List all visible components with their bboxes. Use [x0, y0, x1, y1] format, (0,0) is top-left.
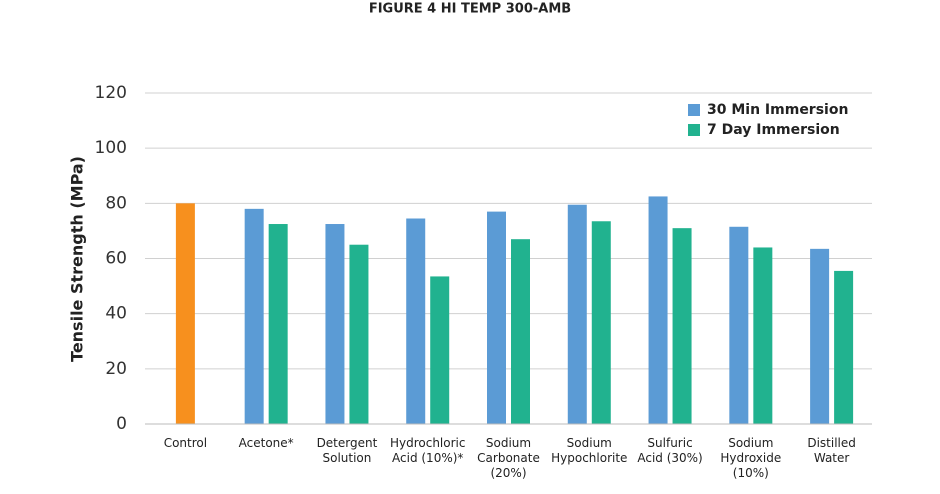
x-tick-label-line: Acetone*	[239, 436, 294, 450]
x-tick-label-line: Sodium	[486, 436, 531, 450]
x-tick-label: Distilled Water	[807, 436, 856, 465]
x-tick-label-line: Carbonate	[477, 451, 540, 465]
x-tick-label-line: Sodium	[728, 436, 773, 450]
y-tick-label: 0	[116, 414, 127, 434]
y-tick-label: 20	[105, 359, 127, 379]
x-tick-label-line: Sodium	[567, 436, 612, 450]
legend-swatch	[688, 124, 700, 136]
bar	[672, 228, 692, 424]
bar	[834, 270, 854, 424]
y-tick-label: 120	[95, 83, 127, 103]
x-tick-label: Acetone*	[239, 436, 294, 450]
x-tick-label-line: Distilled	[807, 436, 856, 450]
x-tick-label-line: Solution	[322, 451, 371, 465]
bar	[325, 224, 345, 424]
x-tick-label-line: Acid (10%)*	[392, 451, 463, 465]
bar	[511, 239, 530, 424]
bar	[753, 247, 773, 424]
bar	[244, 208, 264, 424]
x-tick-label: Sodium Carbonate (20%)	[477, 436, 540, 480]
x-tick-label: Sodium Hypochlorite	[551, 436, 627, 465]
bar	[729, 226, 749, 424]
bar	[175, 203, 195, 424]
y-tick-label: 80	[105, 193, 127, 213]
x-tick-label: Control	[164, 436, 207, 450]
x-tick-label-line: Hydroxide	[720, 451, 781, 465]
legend-label: 30 Min Immersion	[707, 102, 848, 118]
y-axis-label: Tensile Strength (MPa)	[68, 156, 87, 362]
bar	[268, 224, 288, 424]
bar	[349, 244, 369, 424]
bar	[430, 276, 450, 424]
x-tick-label-line: Hydrochloric	[390, 436, 466, 450]
y-tick-label: 60	[105, 249, 127, 269]
x-tick-label: Sodium Hydroxide (10%)	[720, 436, 781, 480]
x-tick-label-line: Hypochlorite	[551, 451, 627, 465]
bar	[648, 196, 668, 424]
bar	[567, 204, 587, 424]
x-tick-label: Detergent Solution	[317, 436, 378, 465]
x-tick-label-line: (10%)	[733, 466, 769, 480]
bar	[591, 221, 611, 424]
bar	[406, 218, 426, 424]
legend-swatch	[688, 104, 700, 116]
x-tick-label: Sulfuric Acid (30%)	[637, 436, 702, 465]
x-tick-label-line: Control	[164, 436, 207, 450]
x-tick-label-line: Water	[814, 451, 850, 465]
x-tick-label-line: Detergent	[317, 436, 378, 450]
y-tick-label: 40	[105, 304, 127, 324]
x-tick-label-line: Acid (30%)	[637, 451, 702, 465]
x-tick-label-line: Sulfuric	[647, 436, 692, 450]
bar	[810, 248, 830, 424]
y-tick-label: 100	[95, 138, 127, 158]
chart-title: FIGURE 4 HI TEMP 300-AMB	[369, 2, 571, 17]
x-tick-label: Hydrochloric Acid (10%)*	[390, 436, 466, 465]
legend-label: 7 Day Immersion	[707, 122, 840, 138]
bar	[487, 211, 506, 424]
x-tick-label-line: (20%)	[490, 466, 526, 480]
